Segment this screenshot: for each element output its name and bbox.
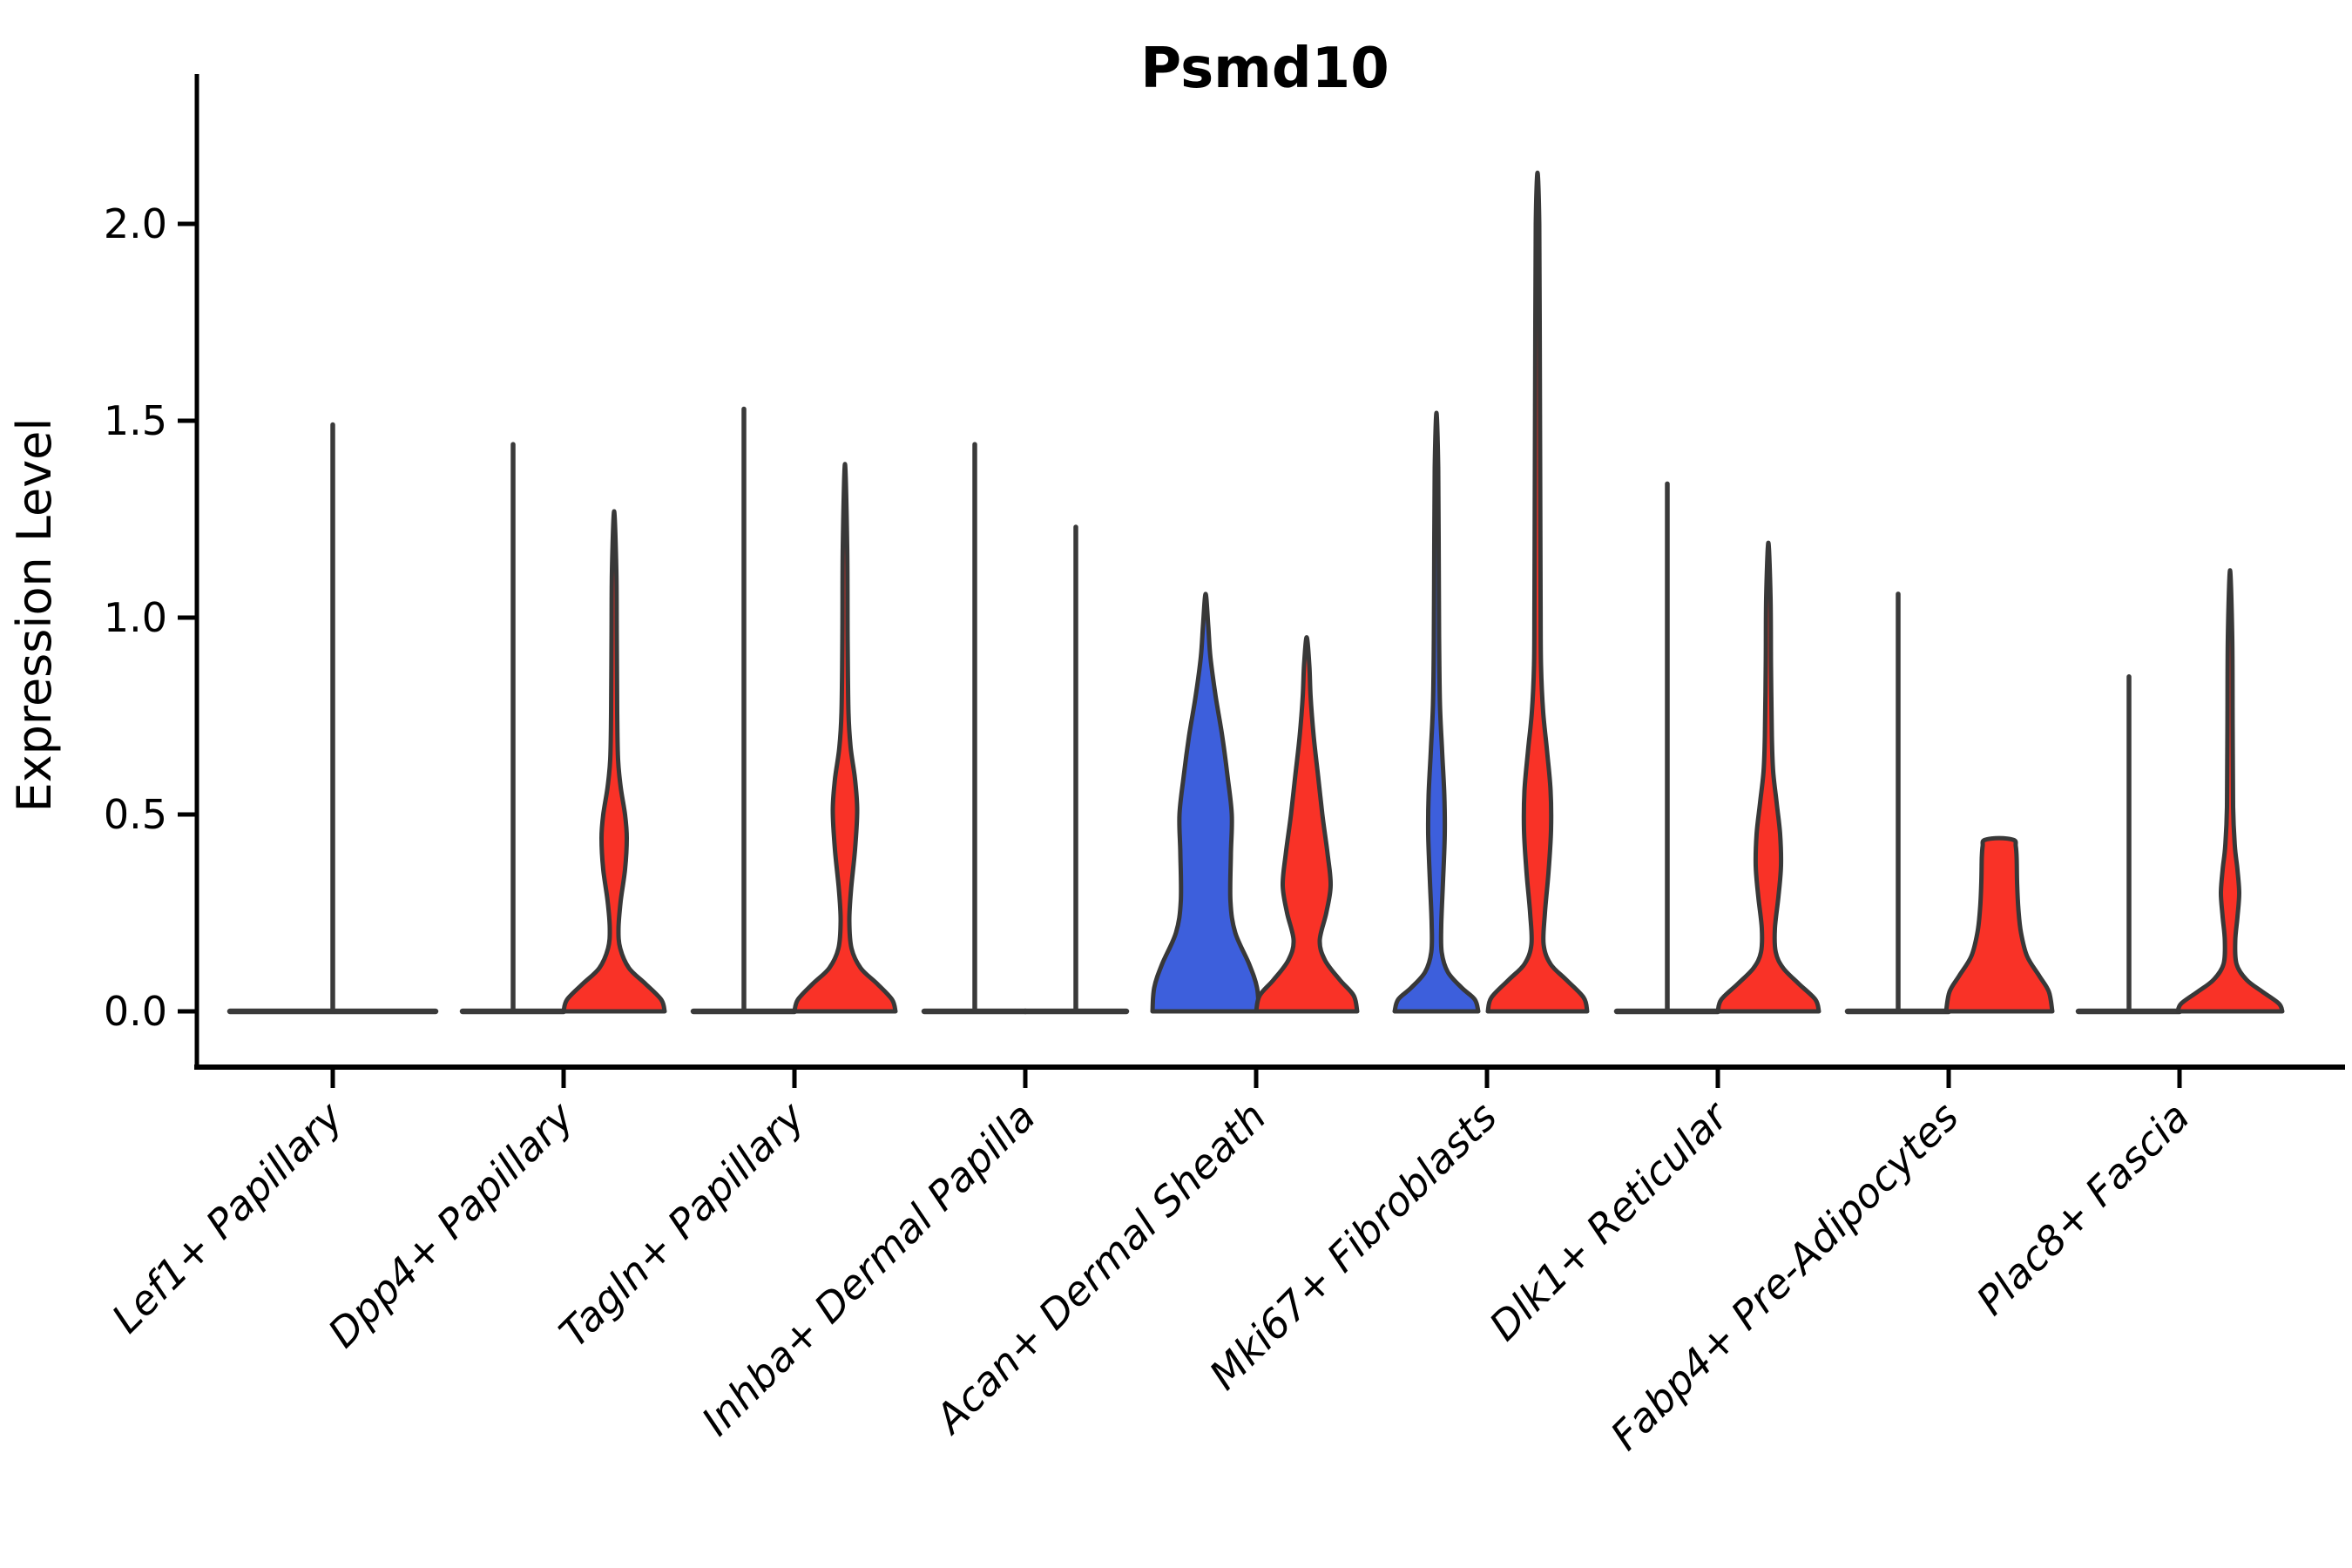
x-tick-label: Dpp4+ Papillary	[319, 1092, 583, 1356]
y-tick-label: 0.5	[104, 791, 167, 838]
violin-red	[2175, 568, 2285, 1014]
violin-red	[561, 509, 667, 1014]
violin-red	[1485, 170, 1590, 1014]
violin-red	[1943, 835, 2055, 1014]
x-tick-label: Dlk1+ Reticular	[1480, 1091, 1739, 1349]
violin-blue	[1392, 410, 1481, 1014]
violin-red	[1715, 540, 1821, 1014]
chart-title: Psmd10	[1140, 37, 1389, 101]
x-tick-label: Tagln+ Papillary	[550, 1092, 814, 1356]
y-tick-label: 0.0	[104, 988, 167, 1035]
violin-red	[1254, 635, 1360, 1014]
x-tick-label: Plac8+ Fascia	[1967, 1093, 2198, 1324]
x-tick-label: Lef1+ Papillary	[103, 1092, 352, 1342]
y-axis-label: Expression Level	[7, 418, 62, 813]
violin-blue	[1150, 591, 1261, 1014]
y-tick-label: 1.0	[104, 594, 167, 641]
y-tick-label: 2.0	[104, 200, 167, 247]
y-tick-label: 1.5	[104, 397, 167, 444]
violin-red	[792, 462, 898, 1014]
